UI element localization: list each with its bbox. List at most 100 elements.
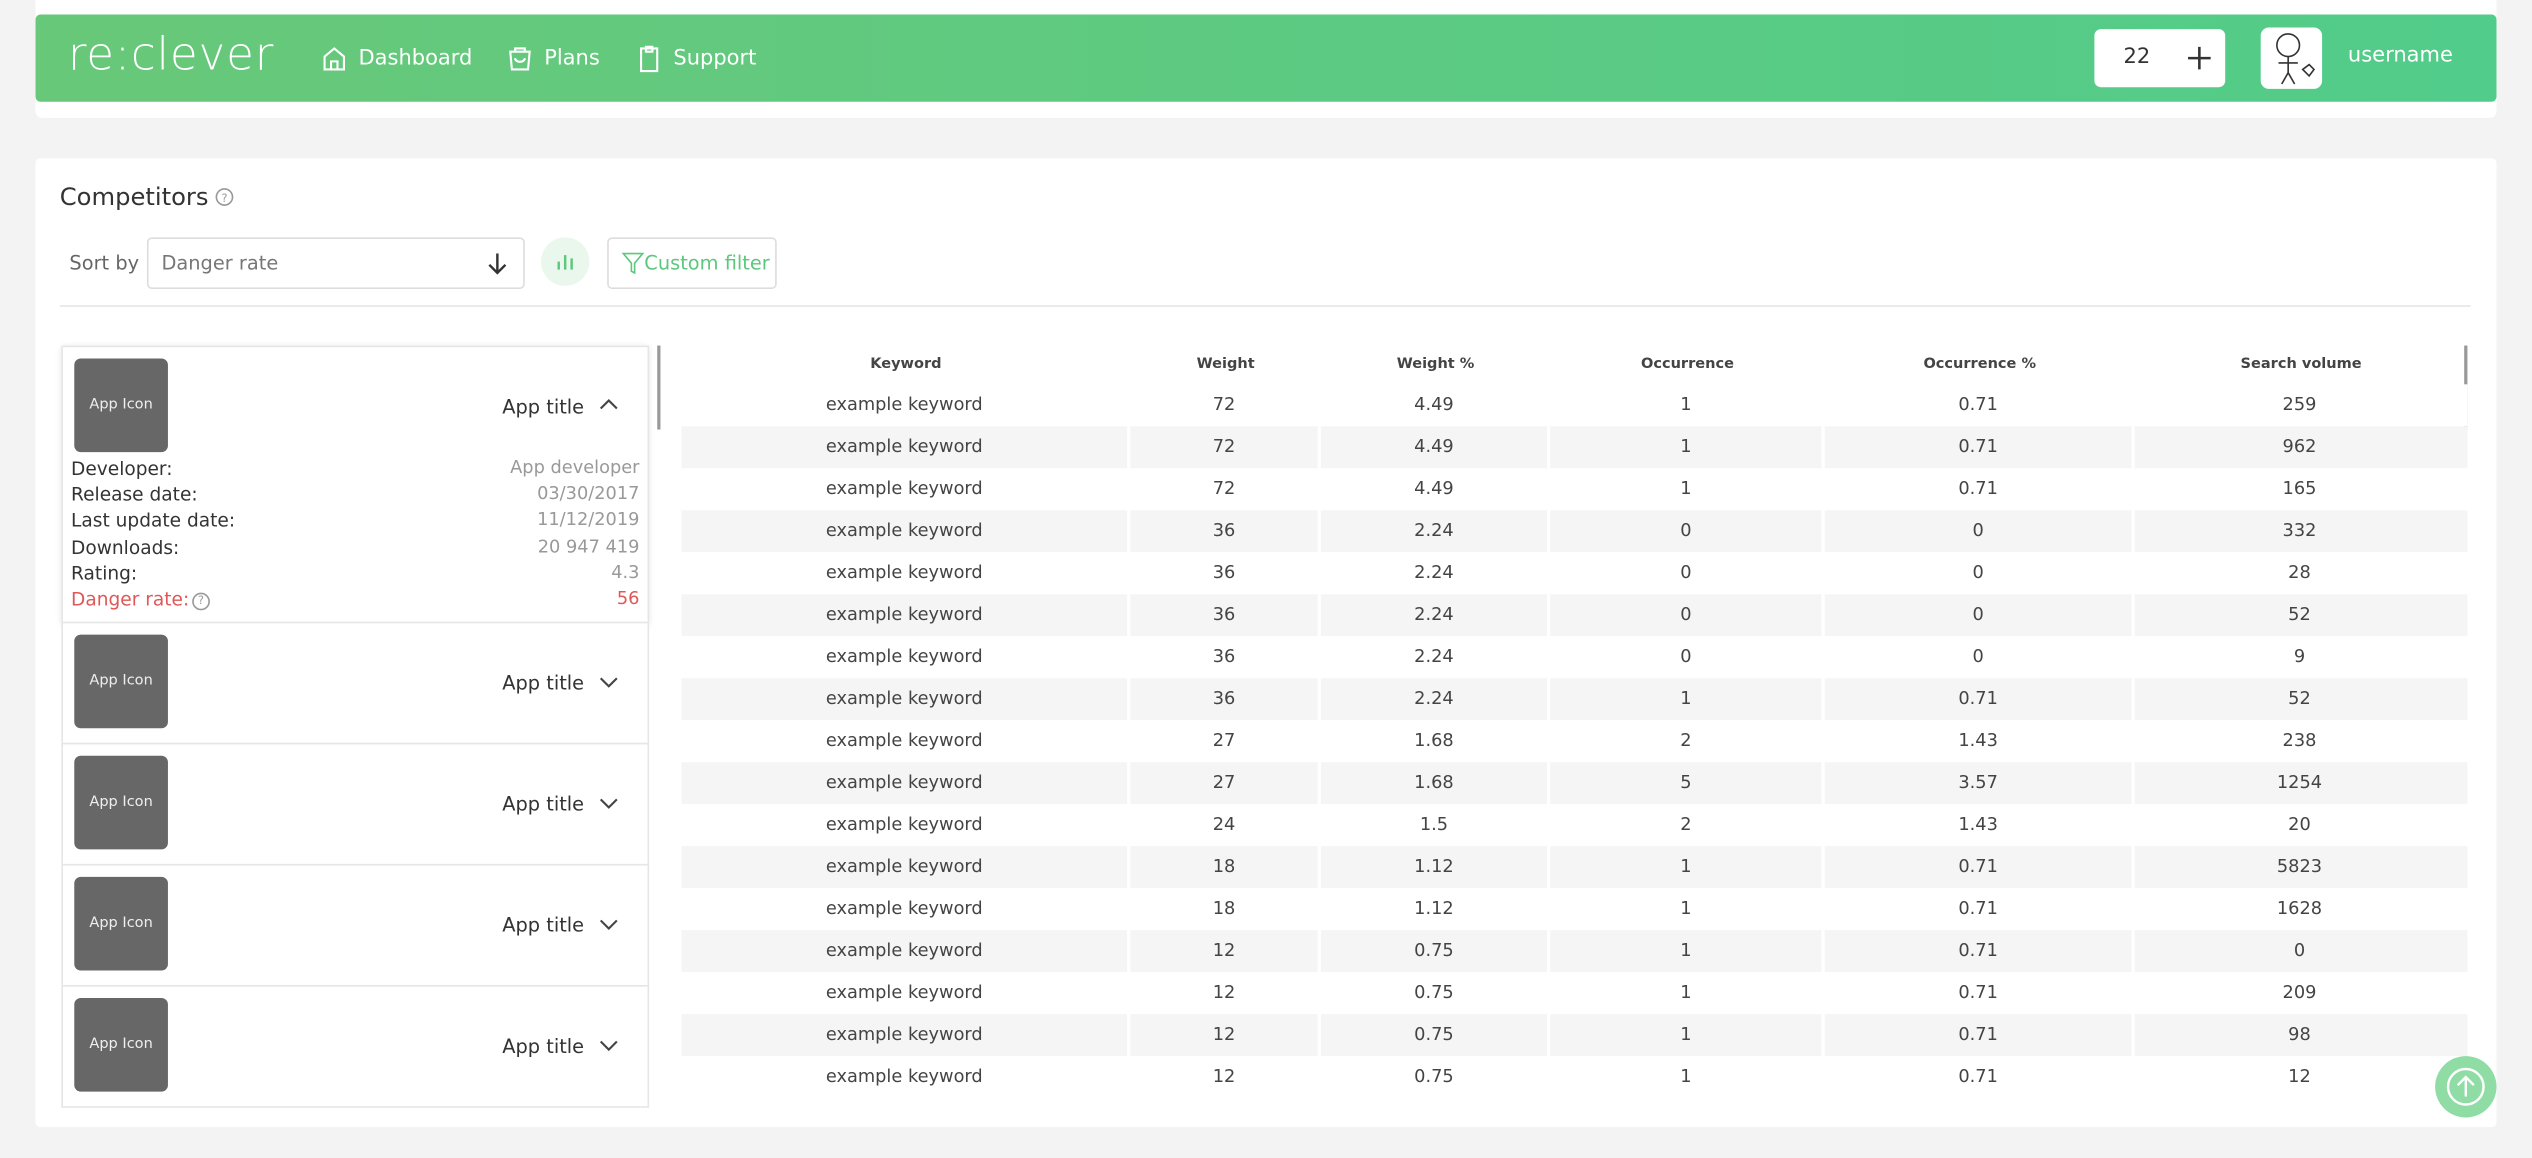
table-cell: 0: [1825, 594, 2135, 637]
nav-link[interactable]: Dashboard: [320, 44, 472, 73]
nav-link[interactable]: Support: [635, 44, 756, 73]
table-cell: example keyword: [681, 594, 1131, 637]
plus-icon[interactable]: [2185, 44, 2214, 73]
table-cell: 5823: [2276, 855, 2323, 877]
app-icon: App Icon: [74, 358, 168, 453]
table-row: example keyword 36 2.24 0 0 332: [681, 510, 2468, 553]
table-cell: 0.71: [1958, 981, 1998, 1003]
expand-chevron[interactable]: [597, 394, 620, 417]
table-cell: 36: [1212, 645, 1236, 667]
column-header[interactable]: Keyword: [870, 356, 942, 374]
username[interactable]: username: [2347, 43, 2453, 68]
table-cell: 0: [1972, 561, 1984, 583]
chart-toggle[interactable]: [540, 237, 590, 286]
table-cell: example keyword: [681, 1014, 1131, 1057]
expand-chevron[interactable]: [597, 791, 620, 814]
app-card[interactable]: App Icon App title: [61, 985, 650, 1108]
table-cell: 0.71: [1825, 930, 2135, 973]
table-cell: 20: [2288, 813, 2311, 835]
competitors-card: Competitors ? Sort by Danger rate Custom…: [35, 158, 2497, 1128]
table-cell: 9: [2293, 645, 2306, 667]
sort-label: Sort by: [69, 251, 140, 275]
table-cell: 165: [2282, 477, 2317, 499]
table-cell: example keyword: [825, 1065, 983, 1087]
sort-select[interactable]: Danger rate: [146, 237, 525, 290]
detail-label: Developer:: [71, 456, 173, 480]
table-row: example keyword 72 4.49 1 0.71 165: [681, 468, 2468, 511]
app-icon: App Icon: [74, 634, 168, 729]
list-scrollbar[interactable]: [657, 345, 661, 430]
table-cell: 0: [1972, 645, 1984, 667]
expand-chevron[interactable]: [597, 1033, 620, 1056]
table-cell: 52: [2288, 687, 2311, 709]
help-icon[interactable]: ?: [192, 592, 210, 611]
app-icon: App Icon: [74, 755, 168, 850]
scroll-top-button[interactable]: [2434, 1054, 2499, 1119]
table-cell: 28: [2288, 561, 2311, 583]
detail-label: Last update date:: [71, 509, 236, 532]
table-cell: 12: [2288, 1065, 2311, 1087]
table-cell: 72: [1212, 477, 1236, 499]
credits[interactable]: 22: [2094, 29, 2226, 88]
table-cell: 36: [1130, 510, 1321, 553]
table-cell: 12: [1212, 1065, 1236, 1087]
table-row: example keyword 12 0.75 1 0.71 98: [681, 1014, 2468, 1057]
table-cell: 1.12: [1414, 897, 1454, 919]
table-cell: 4.49: [1321, 426, 1551, 469]
table-cell: 0.71: [1825, 678, 2135, 721]
table-cell: 3.57: [1825, 762, 2135, 805]
table-cell: 0.71: [1958, 477, 1998, 499]
table-row: example keyword 24 1.5 2 1.43 20: [681, 804, 2468, 847]
table-row: example keyword 36 2.24 0 0 9: [681, 636, 2468, 679]
table-cell: 72: [1130, 426, 1321, 469]
table-cell: example keyword: [825, 561, 983, 583]
table-cell: 0: [2293, 939, 2306, 961]
column-header[interactable]: Search volume: [2240, 356, 2362, 374]
table-cell: 12: [1212, 981, 1236, 1003]
column-header[interactable]: Weight %: [1396, 356, 1475, 374]
table-cell: 0.75: [1321, 1014, 1551, 1057]
table-cell: 962: [2282, 435, 2317, 457]
table-cell: 1.43: [1958, 813, 1998, 835]
table-cell: 2.24: [1321, 594, 1551, 637]
column-header[interactable]: Occurrence %: [1923, 356, 2037, 374]
table-cell: 238: [2282, 729, 2317, 751]
table-cell: example keyword: [681, 930, 1131, 973]
expand-chevron[interactable]: [597, 912, 620, 935]
custom-filter-label: Custom filter: [644, 251, 770, 275]
table-cell: 0.71: [1958, 394, 1998, 416]
app-card[interactable]: App Icon App title: [61, 621, 650, 745]
avatar-image: [2276, 33, 2316, 85]
table-cell: 12: [1130, 930, 1321, 973]
table-cell: 0.75: [1321, 930, 1551, 973]
help-icon[interactable]: ?: [215, 187, 234, 206]
nav-icon: [640, 45, 659, 73]
app-card[interactable]: App Icon App title: [61, 742, 650, 866]
table-cell: 0.71: [1958, 1065, 1998, 1087]
table-cell: 36: [1130, 678, 1321, 721]
table-cell: 0.71: [1958, 897, 1998, 919]
nav-link[interactable]: Plans: [505, 44, 600, 73]
table-cell: example keyword: [825, 729, 983, 751]
table-cell: example keyword: [681, 762, 1131, 805]
column-header[interactable]: Weight: [1196, 356, 1255, 374]
logo[interactable]: re:clever: [67, 27, 275, 81]
avatar[interactable]: [2260, 27, 2323, 89]
table-cell: 0: [1825, 510, 2135, 553]
app-card[interactable]: App Icon App title Developer: App developer…: [61, 345, 650, 624]
table-cell: 1: [1550, 678, 1825, 721]
table-cell: 98: [2288, 1023, 2311, 1045]
expand-chevron[interactable]: [597, 670, 620, 693]
table-cell: 18: [1130, 846, 1321, 889]
svg-text:?: ?: [221, 192, 227, 205]
table-cell: example keyword: [681, 678, 1131, 721]
custom-filter-button[interactable]: Custom filter: [607, 237, 777, 290]
column-header[interactable]: Occurrence: [1640, 356, 1734, 374]
app-title: App title: [502, 792, 585, 816]
table-cell: 1: [1680, 1065, 1692, 1087]
table-row: example keyword 36 2.24 0 0 52: [681, 594, 2468, 637]
divider: [59, 305, 2471, 307]
app-card[interactable]: App Icon App title: [61, 863, 650, 987]
table-cell: 4.49: [1414, 477, 1454, 499]
